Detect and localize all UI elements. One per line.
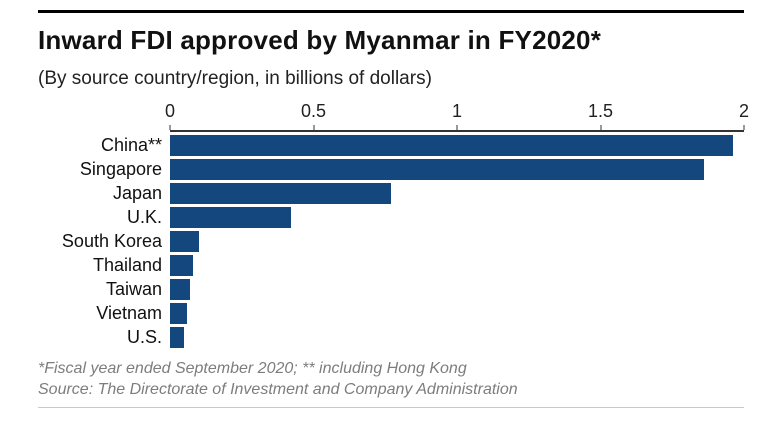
bar-rows: China** Singapore Japan U.K. South Korea Thai… — [38, 132, 744, 349]
bar — [170, 278, 191, 300]
bar-row: China** — [38, 133, 744, 157]
chart-subtitle: (By source country/region, in billions o… — [38, 68, 432, 89]
bar-row: U.S. — [38, 325, 744, 349]
bottom-divider — [38, 406, 744, 408]
bar-track — [170, 134, 744, 156]
bar-track — [170, 326, 744, 348]
x-tick-mark — [169, 125, 171, 130]
bar-label: Japan — [112, 182, 162, 203]
bar-row: U.K. — [38, 205, 744, 229]
x-tick-label: 1.5 — [587, 101, 614, 121]
bar-label: U.S. — [126, 326, 162, 347]
bar-track — [170, 278, 744, 300]
bar-track — [170, 158, 744, 180]
x-tick-label: 0.5 — [300, 101, 327, 121]
x-tick-label: 1 — [451, 101, 463, 121]
x-tick-label: 2 — [738, 101, 750, 121]
bar-track — [170, 254, 744, 276]
x-axis: 0 0.5 1 1.5 2 — [165, 101, 749, 132]
bar — [170, 302, 188, 324]
source-text: Source: The Directorate of Investment an… — [38, 380, 518, 398]
bar-track — [170, 302, 744, 324]
bar-row: Japan — [38, 181, 744, 205]
bar-row: Vietnam — [38, 301, 744, 325]
bar — [170, 254, 193, 276]
bar-label: U.K. — [126, 206, 162, 227]
x-tick-label: 0 — [164, 101, 176, 121]
bar-track — [170, 206, 744, 228]
bar-track — [170, 182, 744, 204]
x-tick-mark — [456, 125, 458, 130]
bar — [170, 326, 185, 348]
bar — [170, 206, 291, 228]
bar-chart: 0 0.5 1 1.5 2 China** Singapore Japan U.K. South… — [38, 101, 749, 349]
x-tick-mark — [313, 125, 314, 130]
bar-row: Singapore — [38, 157, 744, 181]
bar-label: Vietnam — [96, 302, 162, 323]
bar — [170, 134, 733, 156]
bar — [170, 230, 199, 252]
bar — [170, 158, 704, 180]
footnote-text: *Fiscal year ended September 2020; ** in… — [38, 360, 467, 377]
x-tick-mark — [600, 125, 601, 130]
bar-label: Thailand — [92, 254, 162, 275]
bar-row: Thailand — [38, 253, 744, 277]
bar-label: Singapore — [79, 158, 162, 179]
bar-label: China** — [100, 134, 162, 155]
bar-row: South Korea — [38, 229, 744, 253]
chart-footer: *Fiscal year ended September 2020; ** in… — [38, 359, 744, 401]
bar-label: Taiwan — [105, 278, 162, 299]
top-divider — [38, 10, 744, 13]
bar — [170, 182, 391, 204]
bar-row: Taiwan — [38, 277, 744, 301]
bar-track — [170, 230, 744, 252]
x-tick-mark — [743, 125, 745, 130]
chart-title: Inward FDI approved by Myanmar in FY2020… — [38, 25, 602, 55]
axis-label-spacer — [38, 104, 170, 132]
bar-label: South Korea — [61, 230, 162, 251]
x-axis-row: 0 0.5 1 1.5 2 — [38, 101, 749, 132]
